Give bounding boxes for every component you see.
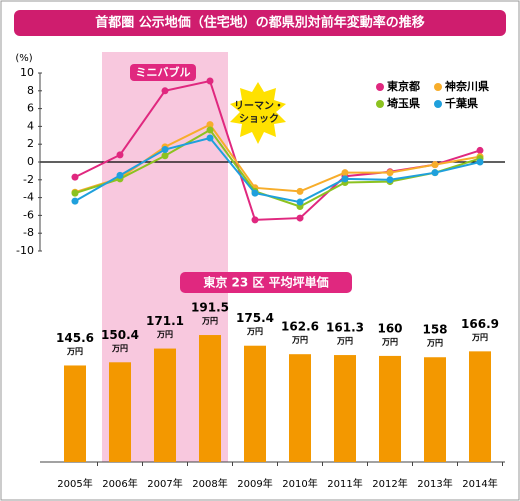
point bbox=[251, 216, 259, 224]
x-tick-label: 2013年 bbox=[417, 477, 452, 490]
bar-title-box bbox=[180, 272, 352, 293]
point bbox=[161, 152, 169, 160]
y-tick-label: 0 bbox=[27, 155, 34, 168]
x-tick-label: 2010年 bbox=[282, 477, 317, 490]
point bbox=[296, 187, 304, 195]
point bbox=[206, 121, 214, 129]
value-label: 191.5 bbox=[191, 301, 229, 315]
point bbox=[116, 151, 124, 159]
bar bbox=[379, 355, 401, 462]
point bbox=[206, 77, 214, 85]
x-tick-label: 2012年 bbox=[372, 477, 407, 490]
point bbox=[161, 87, 169, 95]
legend-label: 東京都 bbox=[387, 79, 420, 93]
bar bbox=[199, 335, 221, 462]
value-label: 158 bbox=[422, 323, 447, 337]
value-label: 166.9 bbox=[461, 317, 499, 331]
value-label: 160 bbox=[377, 321, 402, 335]
y-tick-label: -2 bbox=[23, 173, 34, 186]
point bbox=[71, 173, 79, 181]
bar bbox=[64, 365, 86, 462]
bar bbox=[154, 348, 176, 462]
x-tick-label: 2008年 bbox=[192, 477, 227, 490]
burst bbox=[230, 82, 286, 144]
y-tick-label: -4 bbox=[23, 191, 34, 204]
bar bbox=[244, 345, 266, 462]
legend-label: 千葉県 bbox=[445, 96, 478, 110]
bar bbox=[109, 362, 131, 462]
point bbox=[296, 214, 304, 222]
unit-label: 万円 bbox=[156, 330, 173, 339]
point bbox=[206, 134, 214, 142]
x-tick-label: 2009年 bbox=[237, 477, 272, 490]
x-tick-label: 2014年 bbox=[462, 477, 497, 490]
annotation: リーマン・ショック bbox=[234, 101, 284, 125]
point bbox=[341, 175, 349, 183]
value-label: 145.6 bbox=[56, 331, 94, 345]
chart-title: 首都圏 公示地価（住宅地）の都県別対前年変動率の推移 bbox=[95, 15, 425, 31]
bar bbox=[424, 357, 446, 462]
y-tick-label: 2 bbox=[27, 137, 34, 150]
point bbox=[476, 158, 484, 166]
bar-title: 東京 23 区 平均坪単価 bbox=[203, 275, 328, 290]
unit-label: 万円 bbox=[381, 337, 398, 346]
title-bar bbox=[14, 10, 506, 36]
bar bbox=[469, 351, 491, 462]
point bbox=[431, 169, 439, 177]
point bbox=[296, 198, 304, 206]
value-label: 171.1 bbox=[146, 314, 184, 328]
unit-label: 万円 bbox=[336, 337, 353, 346]
legend-swatch bbox=[376, 83, 384, 91]
legend-swatch bbox=[434, 83, 442, 91]
value-label: 150.4 bbox=[101, 328, 139, 342]
point bbox=[206, 126, 214, 134]
point bbox=[71, 189, 79, 197]
x-tick-label: 2011年 bbox=[327, 477, 362, 490]
x-tick-label: 2005年 bbox=[57, 477, 92, 490]
point bbox=[386, 169, 394, 177]
point bbox=[71, 197, 79, 205]
unit-label: 万円 bbox=[111, 344, 128, 353]
y-tick-label: 4 bbox=[27, 119, 34, 132]
y-tick-label: -6 bbox=[23, 208, 34, 221]
legend-label: 埼玉県 bbox=[387, 96, 420, 110]
unit-label: 万円 bbox=[201, 317, 218, 326]
y-tick-label: 8 bbox=[27, 84, 34, 97]
y-tick-label: -8 bbox=[23, 226, 34, 239]
point bbox=[386, 176, 394, 184]
point bbox=[431, 161, 439, 169]
y-unit: (%) bbox=[15, 53, 32, 64]
series-line bbox=[74, 136, 481, 204]
unit-label: 万円 bbox=[426, 339, 443, 348]
unit-label: 万円 bbox=[246, 327, 263, 336]
legend-swatch bbox=[434, 100, 442, 108]
point bbox=[161, 146, 169, 154]
x-tick-label: 2006年 bbox=[102, 477, 137, 490]
annotation-box bbox=[130, 64, 196, 81]
unit-label: 万円 bbox=[291, 336, 308, 345]
value-label: 161.3 bbox=[326, 321, 364, 335]
x-tick-label: 2007年 bbox=[147, 477, 182, 490]
bar bbox=[289, 354, 311, 462]
value-label: 162.6 bbox=[281, 320, 319, 334]
unit-label: 万円 bbox=[471, 333, 488, 342]
annotation: ミニバブル bbox=[136, 65, 191, 79]
point bbox=[476, 146, 484, 154]
value-label: 175.4 bbox=[236, 311, 274, 325]
legend-swatch bbox=[376, 100, 384, 108]
bar bbox=[334, 355, 356, 462]
legend-label: 神奈川県 bbox=[445, 79, 489, 93]
y-tick-label: 6 bbox=[27, 102, 34, 115]
y-tick-label: 10 bbox=[20, 66, 34, 79]
unit-label: 万円 bbox=[66, 347, 83, 356]
point bbox=[116, 171, 124, 179]
point bbox=[251, 189, 259, 197]
point bbox=[341, 169, 349, 177]
y-tick-label: -10 bbox=[16, 244, 34, 257]
